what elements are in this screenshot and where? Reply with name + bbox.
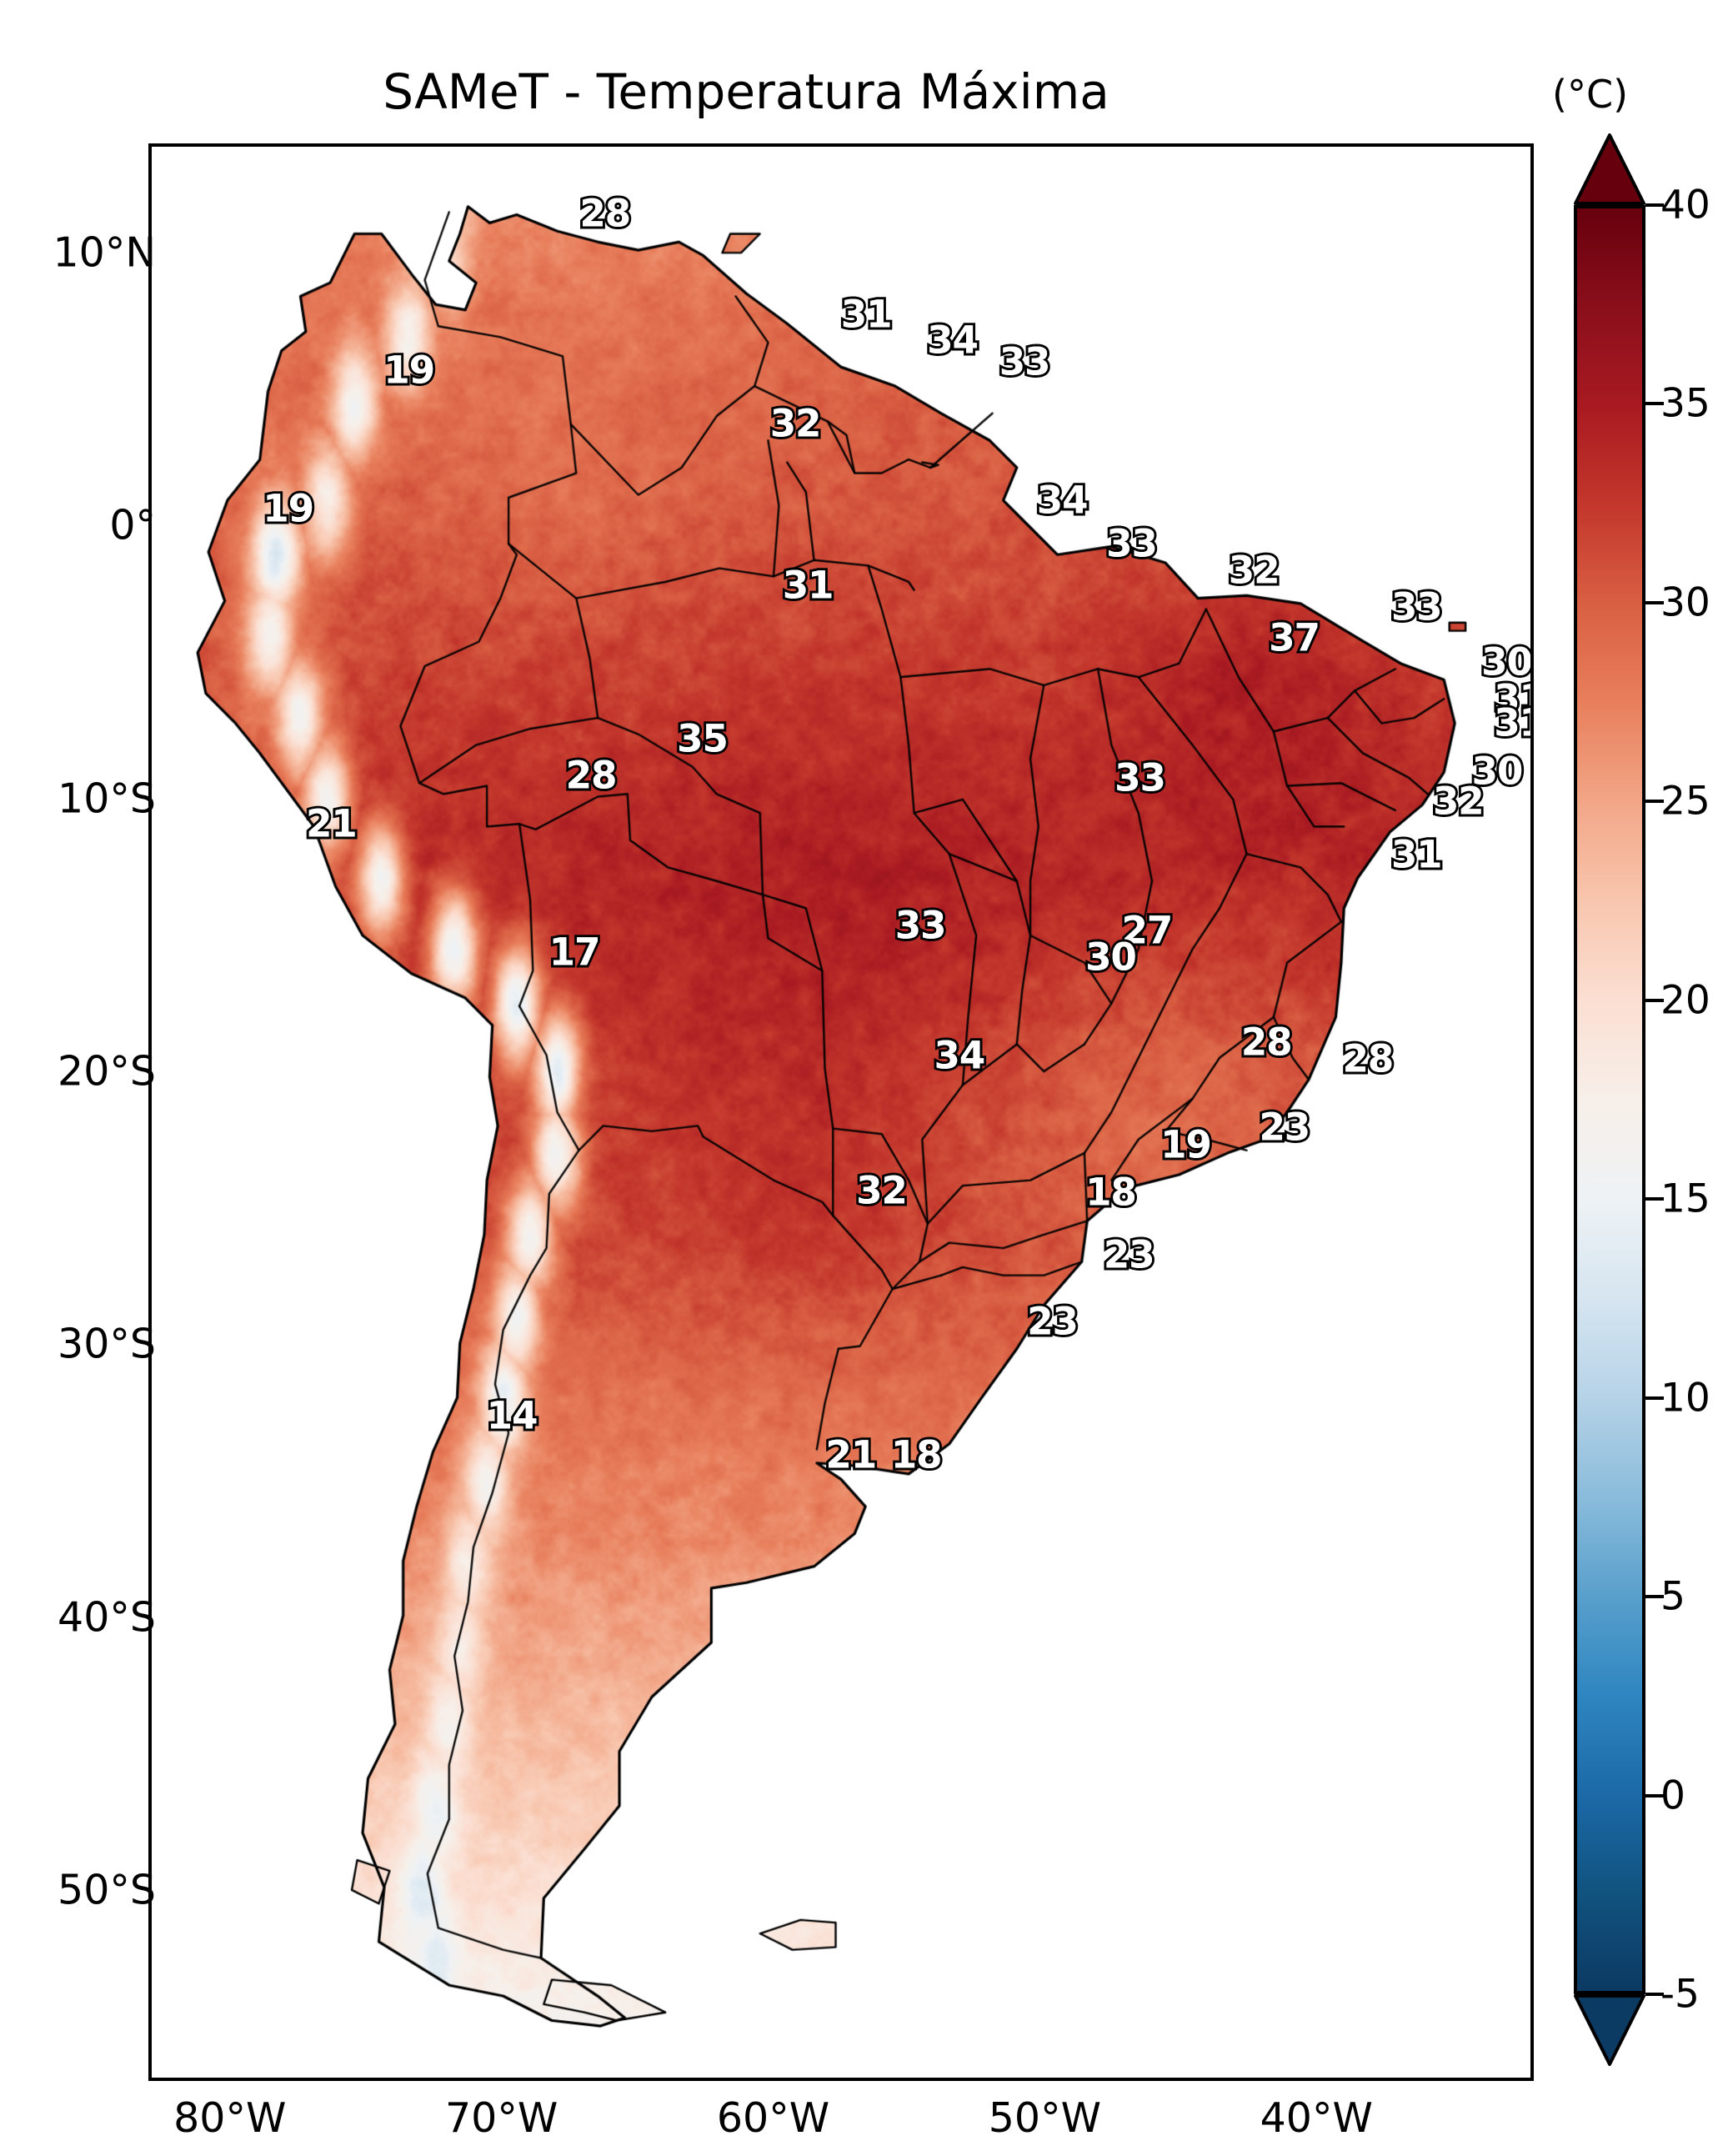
temperature-value-label: 14 [484,1391,541,1440]
y-axis-tick-label: 50°S [58,1866,156,1914]
colorbar-tick-label: 15 [1660,1176,1710,1222]
temperature-value-label: 34 [1034,476,1091,525]
x-axis-tick-label: 40°W [1260,2094,1373,2142]
colorbar[interactable] [1574,133,1645,2066]
temperature-value-label: 21 [824,1430,880,1479]
temperature-value-label: 30 [1083,933,1139,982]
temperature-value-label: 35 [674,714,731,764]
x-axis-tick-label: 50°W [988,2094,1102,2142]
colorbar-tick-mark [1645,402,1664,406]
colorbar-tick-label: 20 [1660,977,1710,1024]
x-axis-tick-label: 70°W [444,2094,558,2142]
temperature-value-label: 31 [839,290,895,339]
temperature-value-label: 23 [1101,1231,1158,1280]
colorbar-tick-mark [1645,1396,1664,1400]
y-axis-tick-label: 10°S [58,775,156,823]
colorbar-tick-label: 40 [1660,182,1710,228]
x-axis-tick-label: 60°W [716,2094,830,2142]
map-plot-area: 2831343319323419333132333730313135302833… [148,143,1534,2081]
colorbar-tick-mark [1645,1197,1664,1201]
colorbar-unit-label: (°C) [1552,72,1629,117]
temperature-value-label: 28 [563,751,620,800]
temperature-value-label: 33 [893,900,949,950]
colorbar-tick-mark [1645,1595,1664,1599]
colorbar-tick-mark [1645,1793,1664,1798]
colorbar-tick-label: 25 [1660,778,1710,825]
y-axis-tick-label: 20°S [58,1047,156,1096]
colorbar-tick-mark [1645,800,1664,804]
temperature-value-label: 21 [303,800,360,849]
temperature-value-label: 32 [1226,546,1283,595]
temperature-value-label: 28 [1239,1018,1295,1067]
temperature-value-label: 37 [1266,614,1323,663]
temperature-value-label: 31 [1491,699,1530,748]
temperature-value-label: 33 [1112,754,1169,803]
colorbar-bottom-arrow [1574,1994,1645,2066]
colorbar-tick-mark [1645,1993,1664,1996]
temperature-value-label: 18 [1083,1167,1139,1216]
temperature-value-label: 19 [1158,1120,1215,1169]
inpe-logo: INPE [1492,2049,1534,2081]
temperature-value-label: 23 [1257,1102,1314,1151]
y-axis-tick-label: 40°S [58,1593,156,1642]
temperature-heatmap [152,147,1530,2078]
colorbar-tick-label: 10 [1660,1375,1710,1421]
temperature-value-label: 34 [924,316,981,365]
temperature-value-label: 31 [780,561,837,610]
temperature-value-label: 32 [854,1166,910,1215]
colorbar-tick-mark [1645,203,1664,207]
colorbar-tick-mark [1645,998,1664,1002]
colorbar-tick-label: 35 [1660,380,1710,427]
temperature-value-label: 18 [889,1430,945,1479]
y-axis-tick-label: 30°S [58,1320,156,1368]
colorbar-tick-label: 5 [1660,1573,1685,1620]
temperature-value-label: 28 [577,189,634,238]
temperature-value-label: 19 [381,345,438,394]
title-line-1: SAMeT - Temperatura Máxima [383,63,1109,121]
temperature-value-label: 34 [932,1031,989,1081]
colorbar-tick-label: -5 [1660,1971,1700,2018]
x-axis-tick-label: 80°W [173,2094,287,2142]
temperature-value-label: 32 [1430,776,1487,825]
temperature-value-label: 33 [997,337,1054,386]
temperature-value-label: 33 [1389,583,1445,632]
temperature-value-label: 23 [1024,1296,1081,1346]
colorbar-tick-label: 0 [1660,1772,1685,1819]
y-axis-tick-label: 10°N [53,228,156,277]
temperature-value-label: 31 [1389,830,1445,880]
temperature-value-label: 28 [1340,1034,1397,1083]
colorbar-top-arrow [1574,133,1645,205]
colorbar-tick-label: 30 [1660,579,1710,626]
temperature-value-label: 19 [260,484,317,534]
temperature-value-label: 17 [547,927,604,976]
y-axis-tick-label: 0° [109,501,156,549]
temperature-value-label: 33 [1104,519,1160,569]
colorbar-tick-mark [1645,600,1664,604]
temperature-value-label: 32 [768,399,824,449]
colorbar-gradient [1574,205,1645,1994]
